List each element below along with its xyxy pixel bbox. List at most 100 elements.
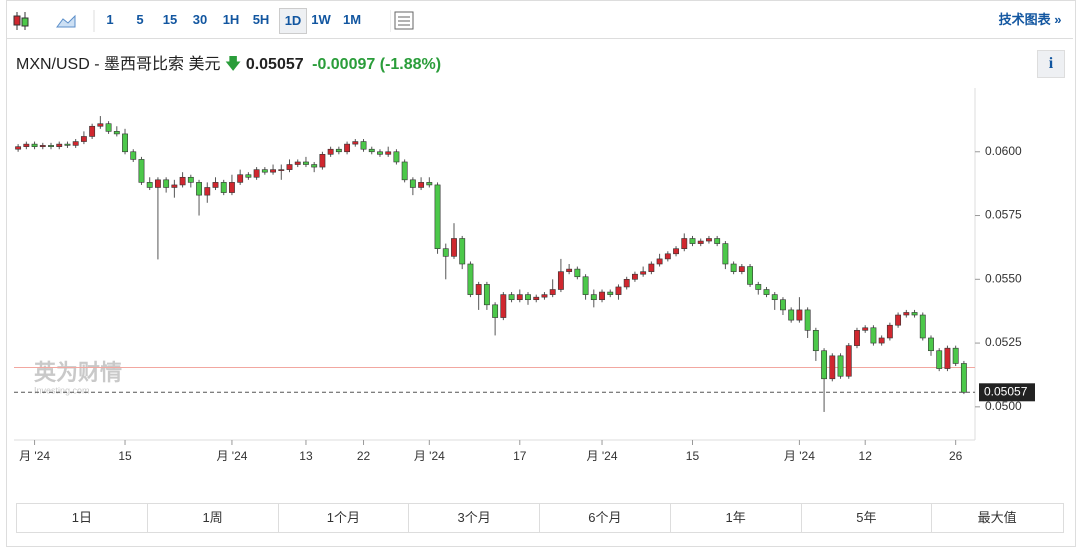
- range-button[interactable]: 最大值: [977, 510, 1017, 525]
- candle-body: [615, 286, 622, 295]
- candle-body: [763, 289, 770, 295]
- change: -0.00097: [312, 56, 376, 73]
- interval-button[interactable]: 1M: [342, 12, 362, 27]
- candle-body: [738, 266, 745, 272]
- range-button[interactable]: 1周: [148, 504, 279, 532]
- candle-body: [434, 184, 441, 249]
- range-button[interactable]: 1年: [671, 504, 802, 532]
- candle-body: [557, 271, 564, 290]
- candle-body: [327, 148, 334, 155]
- x-tick-label: 12: [859, 449, 873, 463]
- y-tick-label: 0.0575: [985, 208, 1022, 222]
- candle-body: [286, 164, 293, 170]
- x-tick-label: 15: [118, 449, 132, 463]
- interval-button[interactable]: 5: [136, 12, 144, 27]
- candle-body: [204, 187, 211, 196]
- candle-icon[interactable]: [13, 12, 29, 30]
- candle-body: [237, 174, 244, 183]
- change-percent: (-1.88%): [379, 56, 442, 73]
- candle-body: [196, 182, 202, 196]
- candle-body: [393, 151, 400, 163]
- candle-body: [903, 312, 910, 316]
- tech-chart-link[interactable]: 技术图表 »: [998, 12, 1062, 27]
- candle-body: [146, 182, 153, 188]
- candle-body: [697, 240, 704, 244]
- candle-body: [39, 145, 46, 147]
- watermark-site: Investing.com: [34, 385, 90, 395]
- candle-body: [788, 309, 795, 321]
- candle-body: [928, 337, 934, 352]
- range-button[interactable]: 1日: [17, 504, 148, 532]
- candle-body: [804, 309, 811, 331]
- settings-icon[interactable]: [390, 10, 418, 32]
- candle-body: [138, 159, 145, 183]
- candle-body: [229, 182, 235, 193]
- candle-body: [64, 143, 71, 146]
- candle-body: [911, 312, 918, 316]
- candle-body: [442, 248, 449, 257]
- interval-button[interactable]: 30: [192, 12, 208, 27]
- interval-button[interactable]: 1: [106, 12, 114, 27]
- price: 0.05057: [245, 56, 304, 73]
- candle-body: [722, 243, 729, 265]
- x-tick-label: 22: [357, 449, 371, 463]
- candle-body: [829, 355, 836, 380]
- candle-body: [319, 154, 326, 168]
- candle-body: [253, 169, 260, 178]
- toolbar-icons: [13, 10, 95, 32]
- candle-body: [689, 238, 696, 244]
- x-tick-label: 月 '24: [784, 449, 815, 463]
- candle-body: [459, 238, 466, 265]
- quote-header: MXN/USD - 墨西哥比索 美元 🡇 0.05057 -0.00097 (-…: [16, 50, 441, 80]
- candle-body: [525, 294, 531, 301]
- candle-body: [508, 294, 515, 301]
- candle-body: [936, 350, 943, 369]
- x-tick-label: 月 '24: [414, 449, 445, 463]
- candle-body: [944, 347, 951, 369]
- candle-body: [401, 161, 408, 181]
- candle-body: [113, 131, 120, 135]
- toolbar: [7, 1, 1073, 39]
- interval-button[interactable]: 1W: [311, 12, 331, 27]
- candle-body: [270, 169, 276, 173]
- candle-body: [187, 176, 194, 183]
- candle-body: [541, 294, 548, 298]
- candle-body: [730, 263, 737, 272]
- candle-body: [582, 276, 589, 295]
- watermark-brand: 英为财情: [34, 360, 122, 385]
- candle-body: [467, 263, 474, 295]
- candle-body: [656, 258, 663, 265]
- candle-body: [878, 337, 885, 344]
- x-tick-label: 17: [513, 449, 527, 463]
- candle-body: [212, 182, 219, 188]
- x-tick-label: 月 '24: [216, 449, 247, 463]
- candle-body: [895, 314, 902, 326]
- candle-body: [870, 327, 877, 344]
- candle-body: [15, 146, 22, 150]
- range-button[interactable]: 6个月: [540, 504, 671, 532]
- candle-body: [845, 345, 852, 377]
- area-icon[interactable]: [56, 14, 76, 28]
- x-tick-label: 13: [299, 449, 313, 463]
- candle-body: [56, 143, 63, 147]
- interval-button[interactable]: 15: [162, 12, 178, 27]
- candle-body: [780, 299, 786, 311]
- range-button[interactable]: 1个月: [279, 504, 410, 532]
- candle-body: [451, 238, 457, 257]
- interval-button[interactable]: 1H: [222, 12, 240, 27]
- range-button[interactable]: 3个月: [409, 504, 540, 532]
- candle-body: [220, 182, 227, 193]
- info-button[interactable]: i: [1037, 50, 1065, 78]
- candle-body: [796, 309, 803, 321]
- candle-body: [261, 169, 268, 173]
- candle-body: [747, 266, 753, 285]
- candle-body: [837, 355, 844, 377]
- candle-body: [335, 148, 342, 153]
- x-tick-label: 26: [949, 449, 963, 463]
- interval-button[interactable]: 1D: [279, 8, 307, 34]
- interval-button[interactable]: 5H: [252, 12, 270, 27]
- range-button[interactable]: 5年: [802, 504, 933, 532]
- candle-body: [919, 314, 926, 339]
- last-price-label: 0.05057: [984, 384, 1028, 398]
- candle-body: [960, 363, 967, 393]
